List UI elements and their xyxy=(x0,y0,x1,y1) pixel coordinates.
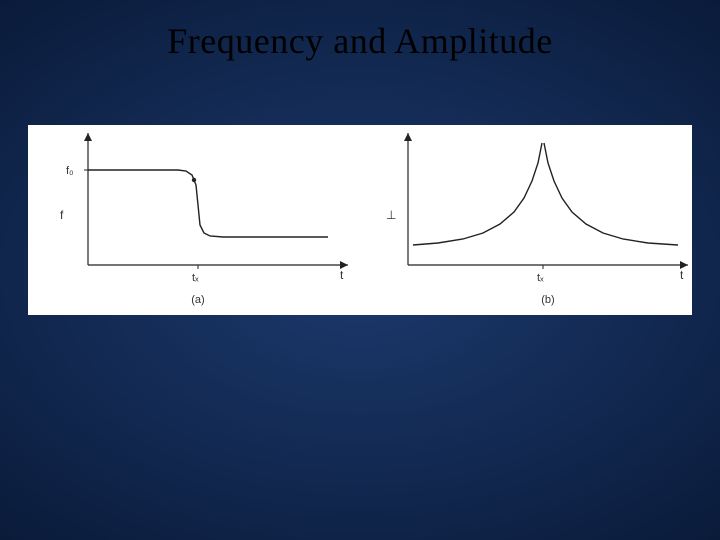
panel-a-tx-label: tₓ xyxy=(192,272,199,284)
panel-b: ⊥ t tₓ (b) xyxy=(368,125,692,315)
panel-a-marker xyxy=(192,178,196,182)
slide: Frequency and Amplitude f f₀ t tₓ (a) xyxy=(0,0,720,540)
panel-a-x-label: t xyxy=(340,268,344,282)
panel-b-right-curve xyxy=(544,143,678,245)
panel-a-caption: (a) xyxy=(191,294,204,306)
slide-title: Frequency and Amplitude xyxy=(0,20,720,62)
panel-b-svg: ⊥ t tₓ (b) xyxy=(368,125,692,315)
panel-b-left-curve xyxy=(413,143,542,245)
figure-area: f f₀ t tₓ (a) ⊥ t tₓ ( xyxy=(28,125,692,315)
panel-a-svg: f f₀ t tₓ (a) xyxy=(28,125,368,315)
panel-a-f0-label: f₀ xyxy=(66,165,74,177)
panel-b-x-label: t xyxy=(680,268,684,282)
panel-a-curve xyxy=(88,170,328,237)
panel-a-y-label: f xyxy=(60,208,64,222)
panel-b-caption: (b) xyxy=(541,294,554,306)
panel-a: f f₀ t tₓ (a) xyxy=(28,125,368,315)
panel-b-tx-label: tₓ xyxy=(537,272,544,284)
panel-a-axes xyxy=(84,133,348,269)
panel-b-y-label: ⊥ xyxy=(386,208,396,222)
